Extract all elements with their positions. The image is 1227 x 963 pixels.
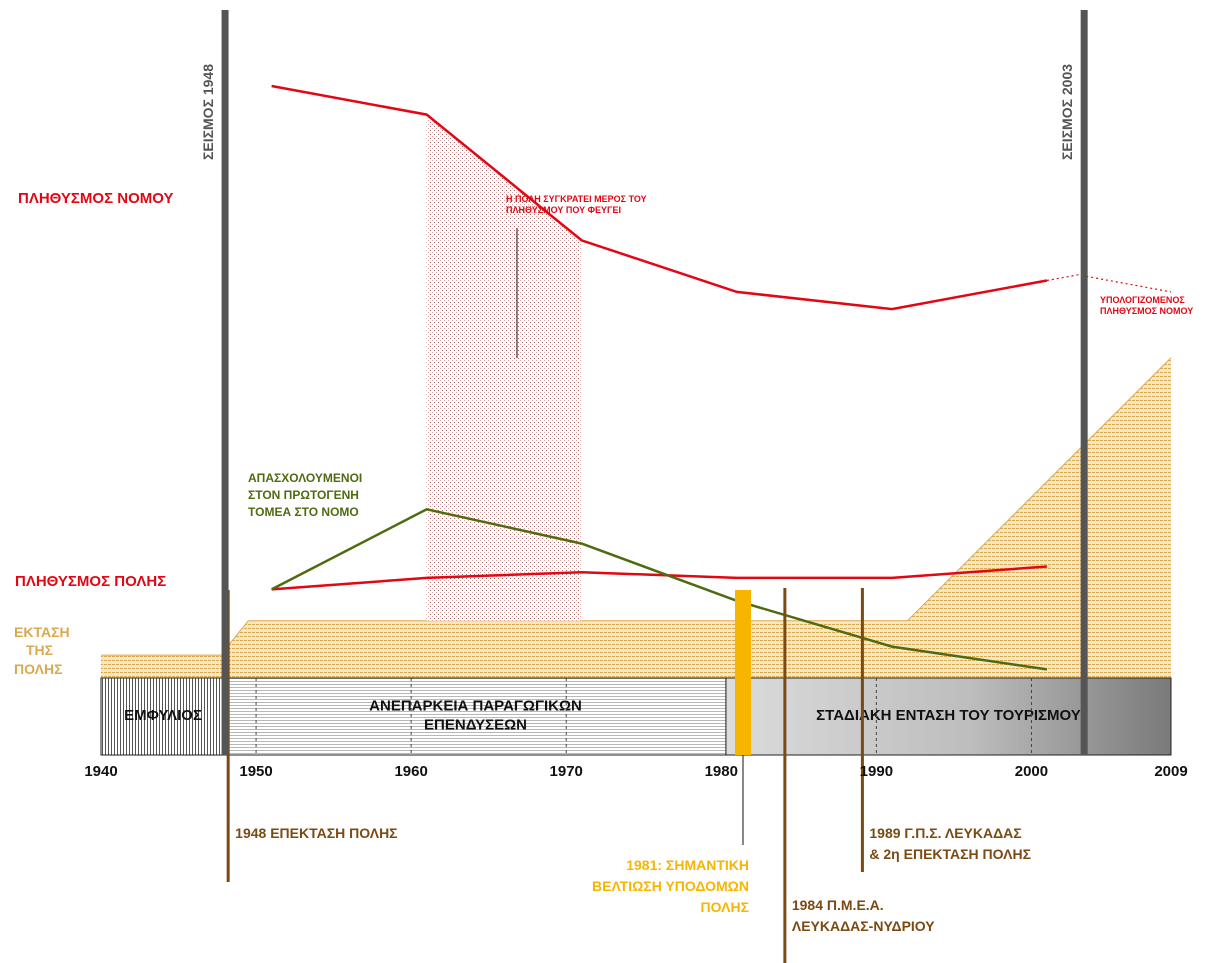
period-label: ΕΜΦΥΛΙΟΣ (124, 707, 202, 724)
event-label: 1989 Γ.Π.Σ. ΛΕΥΚΑΔΑΣ (869, 825, 1021, 841)
city-area-layer (101, 357, 1172, 678)
x-tick-label: 2000 (1015, 763, 1048, 780)
x-tick-label: 1980 (705, 763, 738, 780)
period-label: ΕΠΕΝΔΥΣΕΩΝ (424, 717, 527, 734)
period-block (100, 677, 226, 756)
series-line (271, 84, 1048, 311)
primary-sector-label-line: ΣΤΟΝ ΠΡΩΤΟΓΕΝΗ (248, 488, 359, 502)
city-area-fill (101, 357, 1171, 678)
period-block (224, 677, 727, 756)
event-label: ΒΕΛΤΙΩΣΗ ΥΠΟΔΟΜΩΝ (592, 878, 749, 894)
event-label: 1948 ΕΠΕΚΤΑΣΗ ΠΟΛΗΣ (235, 825, 397, 841)
event-label: 1984 Π.Μ.Ε.Α. (792, 897, 884, 913)
city-area-label: ΕΚΤΑΣΗ ΤΗΣ ΠΟΛΗΣ (14, 624, 70, 677)
event-label: & 2η ΕΠΕΚΤΑΣΗ ΠΟΛΗΣ (869, 846, 1031, 862)
projection-line (1046, 274, 1172, 293)
event-label: ΠΟΛΗΣ (701, 899, 749, 915)
earthquake-label: ΣΕΙΣΜΟΣ 2003 (1059, 64, 1075, 160)
primary-sector-label-line: ΤΟΜΕΑ ΣΤΟ ΝΟΜΟ (248, 505, 359, 519)
nomos-population-label: ΠΛΗΘΥΣΜΟΣ ΝΟΜΟΥ (18, 190, 174, 207)
projected-population-label-line: ΥΠΟΛΟΓΙΖΟΜΕΝΟΣ (1100, 295, 1185, 305)
earthquake-line (221, 10, 229, 755)
event-label: ΛΕΥΚΑΔΑΣ-ΝΥΔΡΙΟΥ (792, 918, 935, 934)
x-tick-label: 1960 (394, 763, 427, 780)
period-label: ΣΤΑΔΙΑΚΗ ΕΝΤΑΣΗ ΤΟΥ ΤΟΥΡΙΣΜΟΥ (816, 707, 1081, 724)
retention-note: Η ΠΟΛΗ ΣΥΓΚΡΑΤΕΙ ΜΕΡΟΣ ΤΟΥ ΠΛΗΘΥΣΜΟΥ ΠΟΥ… (506, 194, 647, 215)
earthquake-label: ΣΕΙΣΜΟΣ 1948 (200, 64, 216, 160)
x-tick-label: 2009 (1154, 763, 1187, 780)
period-bar: ΕΜΦΥΛΙΟΣ ΑΝΕΠΑΡΚΕΙΑ ΠΑΡΑΓΩΓΙΚΩΝ ΕΠΕΝΔΥΣΕΩΝ… (100, 677, 1172, 756)
series-layer (271, 84, 1172, 671)
retention-band-layer (426, 114, 582, 621)
series-line (271, 565, 1047, 591)
period-label: ΑΝΕΠΑΡΚΕΙΑ ΠΑΡΑΓΩΓΙΚΩΝ (369, 698, 582, 715)
primary-sector-label-line: ΑΠΑΣΧΟΛΟΥΜΕΝΟΙ (248, 471, 362, 485)
primary-sector-label: ΑΠΑΣΧΟΛΟΥΜΕΝΟΙ ΣΤΟΝ ΠΡΩΤΟΓΕΝΗ ΤΟΜΕΑ ΣΤΟ … (248, 471, 362, 519)
x-tick-label: 1970 (550, 763, 583, 780)
x-axis: 1940 1950 1960 1970 1980 1990 2000 2009 (84, 763, 1187, 780)
period-block (725, 677, 1172, 756)
series-line (271, 507, 1048, 671)
x-tick-label: 1950 (239, 763, 272, 780)
city-area-outline (101, 357, 1172, 656)
city-population-label: ΠΛΗΘΥΣΜΟΣ ΠΟΛΗΣ (15, 573, 166, 590)
x-tick-label: 1940 (84, 763, 117, 780)
x-tick-label: 1990 (860, 763, 893, 780)
retention-band (426, 114, 582, 621)
city-area-label-line: ΠΟΛΗΣ (14, 661, 62, 677)
event-marker (735, 590, 751, 755)
city-area-label-line: ΤΗΣ (26, 642, 53, 658)
event-label: 1981: ΣΗΜΑΝΤΙΚΗ (626, 857, 749, 873)
earthquake-line (1080, 10, 1088, 755)
projected-population-label: ΥΠΟΛΟΓΙΖΟΜΕΝΟΣ ΠΛΗΘΥΣΜΟΣ ΝΟΜΟΥ (1100, 295, 1193, 316)
city-area-label-line: ΕΚΤΑΣΗ (14, 624, 70, 640)
retention-note-line: Η ΠΟΛΗ ΣΥΓΚΡΑΤΕΙ ΜΕΡΟΣ ΤΟΥ (506, 194, 647, 204)
projected-population-label-line: ΠΛΗΘΥΣΜΟΣ ΝΟΜΟΥ (1100, 306, 1193, 316)
retention-note-line: ΠΛΗΘΥΣΜΟΥ ΠΟΥ ΦΕΥΓΕΙ (506, 205, 621, 215)
earthquakes-layer: ΣΕΙΣΜΟΣ 1948 ΣΕΙΣΜΟΣ 2003 (200, 10, 1088, 755)
